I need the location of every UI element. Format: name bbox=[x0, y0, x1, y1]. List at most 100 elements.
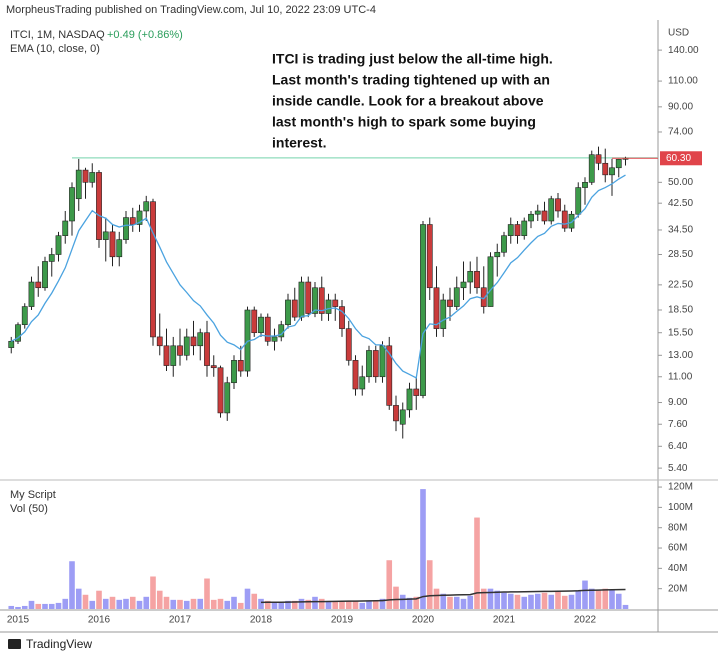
volume-bar bbox=[595, 590, 602, 609]
candle-body bbox=[28, 281, 35, 307]
volume-bar bbox=[143, 596, 150, 609]
volume-bar bbox=[28, 600, 35, 609]
symbol-title: ITCI, 1M, NASDAQ bbox=[10, 29, 105, 41]
annotation-line: interest. bbox=[272, 135, 326, 151]
volume-title: My Script bbox=[10, 489, 56, 501]
volume-bar bbox=[548, 594, 555, 609]
candle-body bbox=[615, 159, 622, 169]
candle-body bbox=[75, 169, 82, 200]
volume-bar bbox=[89, 600, 96, 609]
volume-bar bbox=[494, 590, 501, 609]
volume-bar bbox=[460, 598, 467, 609]
last-price-label: 60.30 bbox=[666, 153, 691, 164]
volume-bar bbox=[258, 598, 264, 609]
candle-body bbox=[609, 167, 615, 176]
volume-bar bbox=[379, 598, 386, 609]
candle-body bbox=[15, 324, 21, 342]
y-tick-label: 18.50 bbox=[668, 305, 693, 316]
candle-body bbox=[494, 251, 501, 258]
candle-body bbox=[312, 287, 318, 314]
candle-body bbox=[82, 169, 89, 183]
volume-bar bbox=[278, 602, 285, 609]
y-tick-label: 74.00 bbox=[668, 127, 693, 138]
y-tick-label: 28.50 bbox=[668, 249, 693, 260]
candle-body bbox=[352, 360, 359, 390]
candle-body bbox=[163, 345, 170, 366]
x-tick-label: 2018 bbox=[250, 615, 273, 626]
volume-ma-line bbox=[260, 588, 626, 604]
candle-body bbox=[474, 271, 480, 289]
volume-bar bbox=[298, 598, 305, 609]
x-tick-label: 2015 bbox=[7, 615, 30, 626]
y-tick-label: 50.00 bbox=[668, 177, 693, 188]
volume-bar bbox=[366, 600, 372, 609]
volume-bar bbox=[487, 588, 494, 609]
volume-tick-label: 60M bbox=[668, 543, 687, 554]
candle-body bbox=[197, 332, 204, 347]
candle-body bbox=[507, 224, 514, 236]
candle-body bbox=[183, 336, 190, 356]
volume-bar bbox=[285, 600, 291, 609]
brand: TradingView bbox=[26, 637, 92, 651]
annotation-line: inside candle. Look for a breakout above bbox=[272, 93, 544, 109]
x-tick-label: 2021 bbox=[493, 615, 516, 626]
candle-body bbox=[231, 360, 237, 384]
y-tick-label: 42.50 bbox=[668, 198, 693, 209]
candle-body bbox=[21, 306, 28, 325]
volume-bar bbox=[237, 602, 244, 609]
volume-bar bbox=[514, 594, 521, 609]
candle-body bbox=[129, 217, 136, 225]
volume-bar bbox=[197, 598, 204, 609]
candle-body bbox=[96, 172, 102, 240]
currency: USD bbox=[668, 28, 689, 39]
volume-bar bbox=[318, 598, 325, 609]
candle-body bbox=[501, 235, 507, 253]
volume-bar bbox=[561, 595, 568, 609]
volume-bar bbox=[217, 598, 224, 609]
candle-body bbox=[116, 239, 123, 258]
y-tick-label: 13.00 bbox=[668, 350, 693, 361]
x-tick-label: 2016 bbox=[88, 615, 111, 626]
x-tick-label: 2017 bbox=[169, 615, 192, 626]
candle-body bbox=[467, 271, 474, 283]
volume-bar bbox=[575, 590, 582, 609]
volume-bar bbox=[183, 600, 190, 609]
volume-bar bbox=[291, 600, 298, 609]
ema-label: EMA (10, close, 0) bbox=[10, 43, 100, 55]
candle-body bbox=[453, 287, 460, 307]
candle-body bbox=[285, 299, 291, 325]
candle-body bbox=[393, 405, 399, 422]
volume-bar bbox=[15, 606, 21, 609]
candle-body bbox=[399, 409, 406, 425]
volume-bar bbox=[480, 588, 487, 609]
volume-bar bbox=[413, 596, 420, 609]
volume-bar bbox=[433, 588, 440, 609]
logo-mark bbox=[8, 639, 21, 649]
volume-bar bbox=[339, 601, 345, 609]
candle-body bbox=[150, 201, 156, 338]
candle-body bbox=[588, 154, 595, 183]
annotation-line: last month's high to spark some buying bbox=[272, 114, 536, 130]
y-tick-label: 15.50 bbox=[668, 327, 693, 338]
candle-body bbox=[433, 287, 440, 329]
volume-bar bbox=[393, 586, 399, 609]
candle-body bbox=[366, 350, 372, 378]
x-tick-label: 2022 bbox=[574, 615, 597, 626]
volume-bar bbox=[224, 600, 231, 609]
candle-body bbox=[379, 345, 386, 378]
volume-bar bbox=[244, 588, 251, 609]
candle-body bbox=[210, 365, 217, 369]
candle-body bbox=[291, 299, 298, 318]
volume-bar bbox=[501, 592, 507, 609]
volume-bar bbox=[42, 603, 48, 609]
candle-body bbox=[413, 388, 420, 396]
volume-bar bbox=[453, 596, 460, 609]
price-change: +0.49 (+0.86%) bbox=[107, 29, 183, 41]
volume-bar bbox=[177, 599, 183, 609]
y-tick-label: 7.60 bbox=[668, 419, 688, 430]
candle-body bbox=[224, 382, 231, 414]
volume-bar bbox=[75, 588, 82, 609]
volume-bar bbox=[35, 603, 42, 609]
volume-bar bbox=[332, 601, 339, 609]
candle-body bbox=[258, 316, 264, 334]
